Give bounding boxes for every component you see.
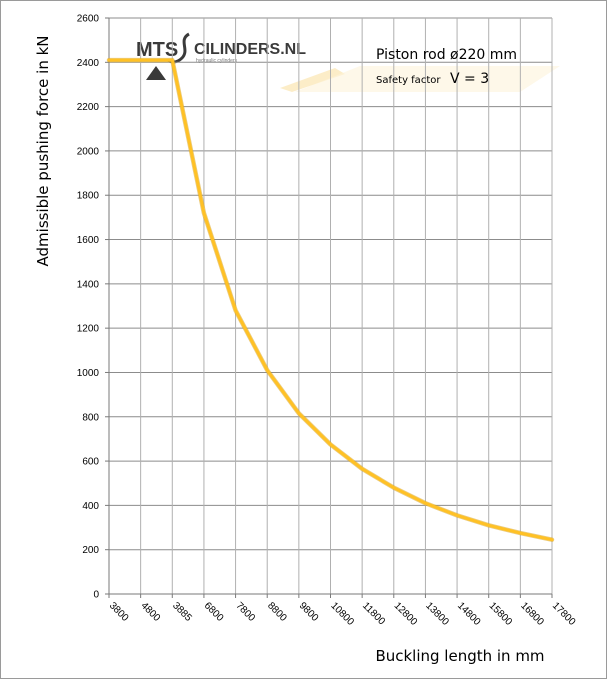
logo-triangle-icon [146,66,166,80]
y-tick-label: 200 [82,545,99,556]
logo: MTS CILINDERS.NL hydraulic cylinders [136,32,560,92]
y-tick-labels: 0 200 400 600 800 1000 1200 1400 1600 1800 2000 220… [77,14,100,601]
x-tick-label: 13800 [423,600,451,628]
x-tick-label: 12800 [392,600,420,628]
data-point [171,58,174,62]
data-point [202,211,206,215]
x-tick-label: 8800 [265,600,289,624]
data-point [550,538,554,541]
data-point [329,443,332,446]
logo-mts-text: MTS [136,39,178,61]
data-point [392,486,395,489]
x-tick-label: 10800 [328,600,356,628]
safety-factor-value: V = 3 [450,71,489,87]
data-point [455,514,459,517]
x-tick-labels: 3800 4800 3885 6800 7800 8800 9800 10800 11800 12… [107,600,578,628]
x-tick-label: 16800 [518,600,546,628]
y-axis-title: Admissible pushing force in kN [34,36,52,267]
x-tick-label: 17800 [550,600,578,628]
y-tick-label: 2400 [77,58,100,69]
x-tick-label: 7800 [233,600,257,624]
x-tick-label: 4800 [139,600,163,624]
x-tick-label: 6800 [202,600,226,624]
grid [105,17,553,598]
y-tick-label: 1600 [77,235,100,246]
plot-area [106,57,555,542]
x-axis-title: Buckling length in mm [375,647,544,665]
y-tick-label: 2200 [77,102,100,113]
data-point [360,467,364,471]
y-tick-label: 1200 [77,324,100,335]
safety-factor-label: Safety factor [376,75,441,86]
x-tick-label: 11800 [360,600,387,627]
x-tick-label: 15800 [487,600,515,628]
data-point [424,501,427,505]
y-tick-label: 600 [82,457,99,468]
data-point [519,531,522,535]
data-point [297,412,301,415]
data-point [487,524,490,527]
piston-rod-annotation: Piston rod ø220 mm [376,47,517,63]
data-point [234,309,237,312]
y-tick-label: 2000 [77,146,100,157]
x-tick-label: 3800 [107,600,131,624]
y-tick-label: 1000 [77,368,100,379]
logo-cylinders-text: CILINDERS.NL [194,41,306,58]
x-tick-label: 9800 [297,600,321,624]
x-tick-label: 3885 [170,600,194,624]
logo-swoosh-right [295,66,560,92]
x-tick-label: 14800 [455,600,483,628]
y-tick-label: 2600 [77,14,100,25]
logo-tagline: hydraulic cylinders [196,58,238,64]
y-tick-label: 1400 [77,279,100,290]
logo-swoosh-left [280,68,345,92]
y-tick-label: 0 [93,590,99,601]
y-tick-label: 800 [82,412,99,423]
y-tick-label: 1800 [77,191,100,202]
y-tick-label: 400 [82,501,99,512]
data-point [266,369,269,372]
data-point [107,58,111,62]
data-point [139,58,142,62]
